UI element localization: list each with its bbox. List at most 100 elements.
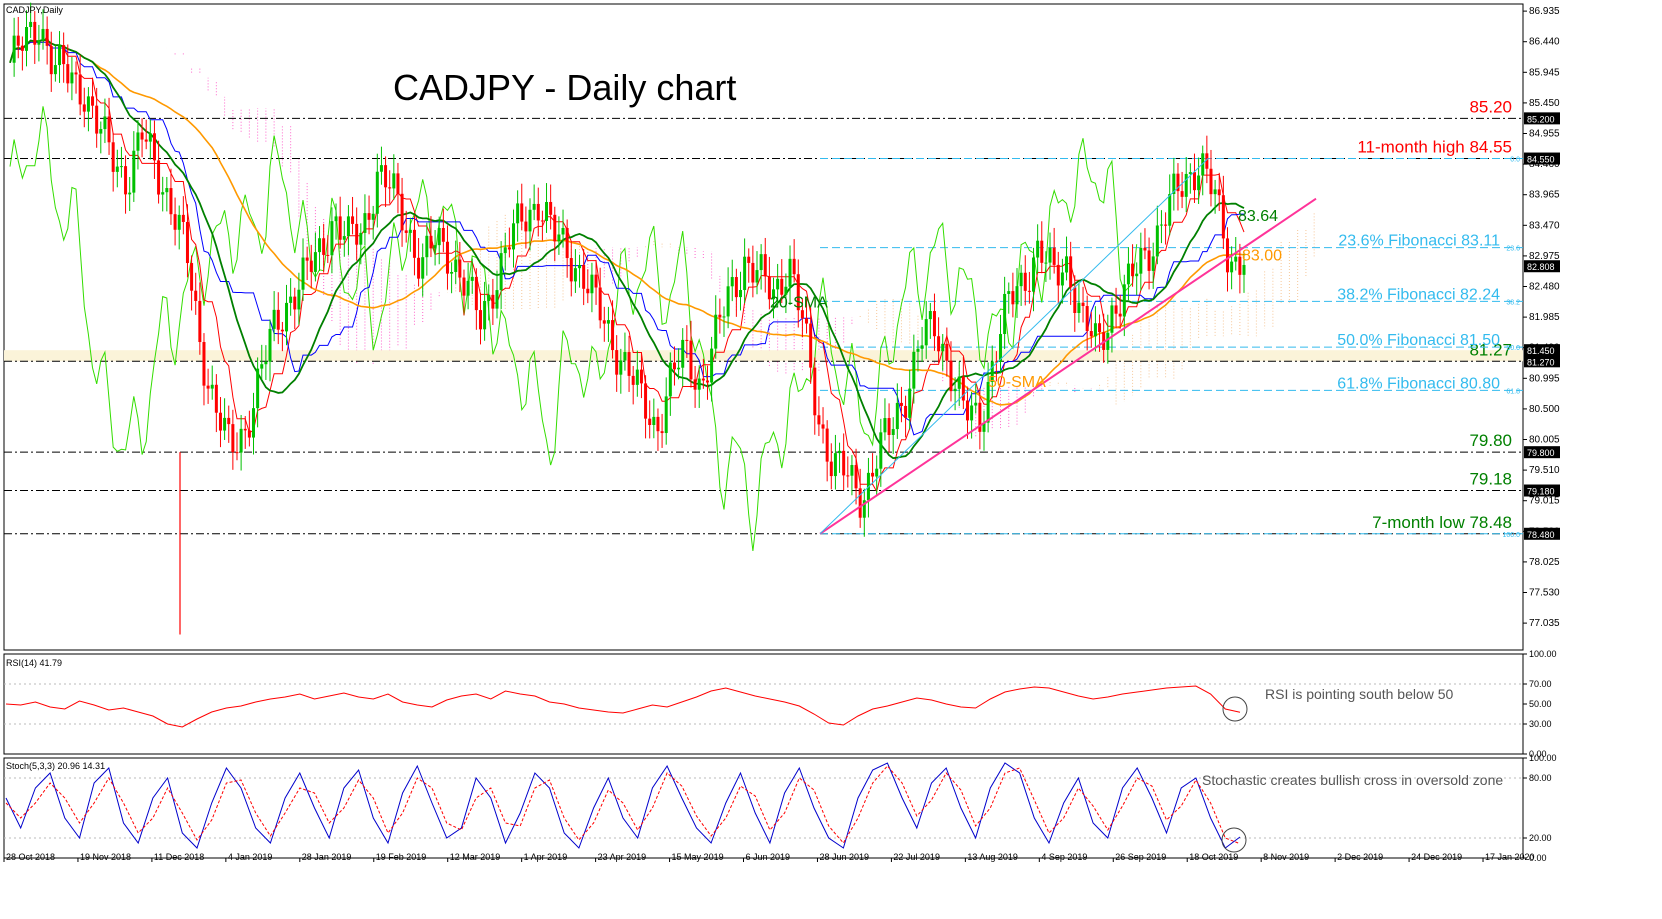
x-tick-label: 19 Nov 2018: [80, 852, 131, 862]
candle-body: [829, 461, 833, 477]
candle-body: [846, 475, 850, 477]
candle-body: [293, 296, 297, 310]
candle-body: [194, 290, 198, 301]
candle-body: [677, 367, 681, 370]
candle-body: [1015, 286, 1019, 305]
candle-body: [425, 235, 429, 258]
candle-body: [528, 209, 532, 232]
rsi-annotation: RSI is pointing south below 50: [1265, 686, 1454, 702]
candle-body: [322, 238, 326, 255]
candlesticks: [12, 2, 1246, 635]
stoch-highlight-circle: [1221, 827, 1247, 853]
candle-body: [433, 245, 437, 249]
candle-body: [879, 432, 883, 469]
ichimoku-cloud: [174, 52, 1315, 440]
candle-body: [239, 428, 243, 453]
candle-body: [91, 96, 95, 106]
sma-50-line: [9, 38, 1245, 406]
y-tick-label: 84.460: [1529, 159, 1560, 170]
candle-body: [470, 276, 474, 281]
candle-body: [586, 288, 590, 294]
x-tick-label: 24 Dec 2019: [1411, 852, 1462, 862]
stoch-indicator-label: Stoch(5,3,3) 20.96 14.31: [6, 761, 105, 771]
candle-body: [301, 257, 305, 290]
candle-body: [29, 21, 33, 28]
fib-label: 50.0% Fibonacci 81.50: [1337, 332, 1500, 349]
y-tick-label: 82.480: [1529, 282, 1560, 293]
candle-body: [573, 268, 577, 282]
candle-body: [689, 340, 693, 380]
candle-body: [487, 294, 491, 301]
candle-body: [928, 311, 932, 320]
candle-body: [491, 294, 495, 309]
candle-body: [445, 241, 449, 274]
candle-body: [152, 133, 156, 161]
candle-body: [1048, 247, 1052, 263]
chart-labels: 83.64 83.00 20-SMA 50-SMA: [770, 208, 1282, 391]
candle-body: [693, 379, 697, 390]
candle-body: [1011, 291, 1015, 305]
candle-body: [421, 257, 425, 279]
candle-body: [619, 360, 623, 375]
candle-body: [656, 416, 660, 432]
candle-body: [557, 234, 561, 242]
candle-body: [503, 247, 507, 254]
candle-body: [388, 187, 392, 189]
time-axis: 28 Oct 2018 19 Nov 2018 11 Dec 2018 4 Jan 2…: [3, 852, 1535, 862]
candle-body: [458, 259, 462, 278]
candle-body: [821, 424, 825, 429]
candle-body: [62, 45, 66, 65]
price-label: 78.480: [1527, 530, 1555, 540]
price-axis: 86.935 86.440 85.945 85.450 84.955 84.460 83.9…: [1523, 6, 1560, 629]
candle-body: [627, 352, 631, 376]
candle-body: [417, 257, 421, 279]
candle-body: [165, 188, 169, 193]
candle-body: [268, 328, 272, 362]
stoch-tick-label: 80.00: [1529, 773, 1552, 783]
candle-body: [313, 252, 317, 272]
candle-body: [1131, 263, 1135, 277]
candle-body: [639, 369, 643, 384]
candle-body: [1056, 264, 1060, 286]
candle-body: [1217, 189, 1221, 196]
level-label: 7-month low 78.48: [1372, 513, 1512, 532]
candle-body: [231, 424, 235, 453]
y-tick-label: 83.965: [1529, 190, 1560, 201]
candle-body: [86, 96, 90, 112]
candle-body: [371, 213, 375, 220]
x-tick-label: 13 Aug 2019: [967, 852, 1018, 862]
price-label-box: [1524, 355, 1560, 368]
candle-body: [119, 166, 123, 168]
stoch-tick-label: 20.00: [1529, 833, 1552, 843]
candle-body: [747, 256, 751, 263]
candle-body: [730, 277, 734, 287]
candle-body: [1201, 153, 1205, 176]
candle-body: [1007, 291, 1011, 294]
candle-body: [1003, 293, 1007, 335]
candle-body: [309, 260, 313, 272]
candle-body: [1143, 247, 1147, 251]
candle-body: [776, 278, 780, 290]
support-zone: [4, 350, 1523, 362]
candle-body: [912, 351, 916, 389]
candle-body: [107, 116, 111, 143]
candle-body: [202, 342, 206, 386]
candle-body: [1238, 256, 1242, 275]
candle-body: [1027, 290, 1031, 292]
candle-body: [899, 402, 903, 406]
candle-body: [788, 258, 792, 287]
candle-body: [792, 258, 796, 275]
candle-body: [953, 388, 957, 392]
candle-body: [1209, 168, 1213, 195]
candle-body: [396, 173, 400, 194]
x-tick-label: 12 Mar 2019: [450, 852, 501, 862]
candle-body: [1126, 263, 1130, 285]
candle-body: [177, 214, 181, 230]
candle-body: [582, 264, 586, 289]
candle-body: [664, 396, 668, 434]
candle-body: [16, 35, 20, 46]
candle-body: [759, 254, 763, 271]
candle-body: [904, 405, 908, 418]
candle-body: [710, 348, 714, 383]
